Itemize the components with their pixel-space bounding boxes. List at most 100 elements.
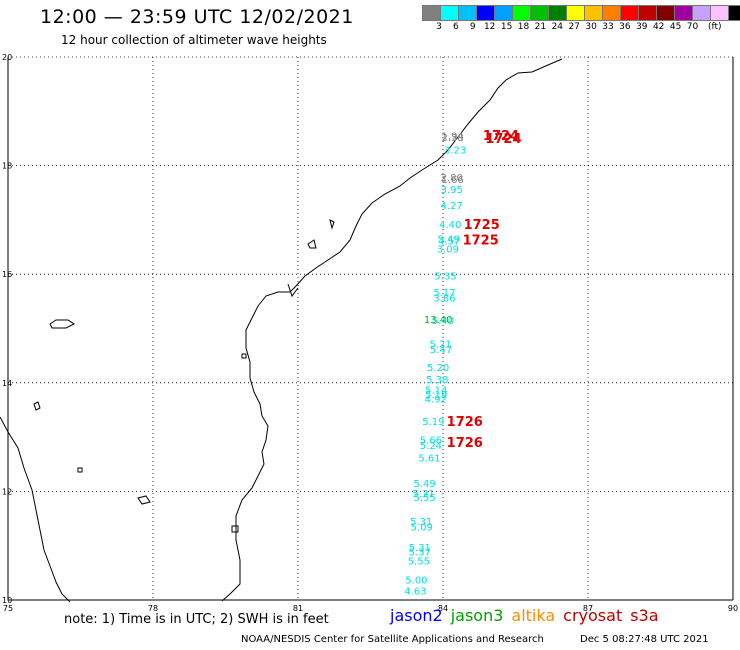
scale-label: 27 bbox=[568, 22, 580, 32]
scale-label: 9 bbox=[469, 22, 476, 32]
scale-label: 15 bbox=[500, 22, 513, 32]
pass-time-label: 1726 bbox=[447, 415, 483, 430]
lon-label: 81 bbox=[293, 604, 303, 613]
scale-label: 24 bbox=[551, 22, 564, 32]
wave-height-label: 4.63 bbox=[404, 587, 426, 598]
wave-height-label: 5.61 bbox=[418, 454, 440, 465]
color-scale-labels: 3 6 9 12 15 18 21 24 27 30 33 36 39 42 45 70 bbox=[422, 22, 740, 36]
wave-height-label: 5.20 bbox=[427, 363, 449, 374]
wave-height-label: 5.49 bbox=[414, 479, 436, 490]
lon-label: 87 bbox=[583, 604, 593, 613]
island-4 bbox=[77, 467, 83, 473]
river-mouth bbox=[287, 283, 299, 298]
wave-height-label: 5.09 bbox=[411, 522, 433, 533]
legend-altika: altika bbox=[511, 606, 556, 625]
wave-height-label: 5.31 bbox=[413, 489, 435, 500]
wave-height-label: 1.66 bbox=[442, 175, 464, 186]
legend-jason3: jason3 bbox=[450, 606, 504, 625]
wave-height-label: 4.27 bbox=[441, 201, 463, 212]
wave-height-label: 5.00 bbox=[405, 576, 427, 587]
wave-height-label: 5.66 bbox=[420, 436, 442, 447]
scale-label: 12 bbox=[483, 22, 496, 32]
wave-height-label: 4.92 bbox=[425, 394, 447, 405]
legend-s3a: s3a bbox=[630, 606, 659, 625]
lat-label: 14 bbox=[2, 379, 12, 388]
wave-height-label: 5.37 bbox=[409, 547, 431, 558]
scale-label: 21 bbox=[534, 22, 547, 32]
map-grid bbox=[7, 56, 734, 601]
chart-title: 12:00 — 23:59 UTC 12/02/2021 bbox=[40, 6, 354, 28]
wave-height-label: 5.21 bbox=[429, 340, 451, 351]
footer-credit: NOAA/NESDIS Center for Satellite Applica… bbox=[241, 634, 544, 645]
scale-label: 39 bbox=[636, 22, 648, 32]
scale-label: 30 bbox=[585, 22, 597, 32]
wave-height-label: 1.94 bbox=[442, 132, 464, 143]
wave-height-label: 5.35 bbox=[434, 272, 456, 283]
wave-height-label: 5.55 bbox=[414, 493, 436, 504]
wave-height-label: 13.40 bbox=[424, 315, 453, 326]
pass-time-label: 1725 bbox=[464, 218, 500, 233]
longitude-labels: 75 78 81 84 87 90 bbox=[3, 604, 738, 613]
island-7 bbox=[241, 353, 247, 359]
wave-height-label: 3.95 bbox=[441, 185, 463, 196]
island-2 bbox=[137, 495, 151, 505]
wave-height-label: 5.19 bbox=[425, 390, 447, 401]
scale-label: 70 bbox=[686, 22, 699, 32]
wave-height-label: 5.55 bbox=[408, 557, 430, 568]
wave-height-label: 5.47 bbox=[430, 345, 452, 356]
map-note: note: 1) Time is in UTC; 2) SWH is in fe… bbox=[64, 612, 329, 627]
lon-label: 84 bbox=[438, 604, 448, 613]
island-8 bbox=[231, 525, 239, 533]
scale-label: 42 bbox=[652, 22, 665, 32]
wave-height-label: 2.80 bbox=[441, 173, 463, 184]
scale-swatch bbox=[728, 5, 740, 21]
pass-time-label: 1724 bbox=[485, 132, 521, 147]
legend-cryosat: cryosat bbox=[563, 606, 623, 625]
wave-height-label: 3.09 bbox=[437, 244, 459, 255]
footer-timestamp: Dec 5 08:27:48 UTC 2021 bbox=[580, 634, 709, 645]
lat-label: 12 bbox=[2, 487, 12, 496]
island-1 bbox=[49, 319, 75, 329]
wave-height-label: 4.40 bbox=[439, 220, 461, 231]
scale-label: 45 bbox=[669, 22, 682, 32]
coastline-mainland bbox=[221, 58, 563, 602]
lat-label: 18 bbox=[2, 162, 12, 171]
wave-height-label: 5.24 bbox=[420, 441, 442, 452]
scale-label: 33 bbox=[602, 22, 614, 32]
lat-label: 20 bbox=[2, 53, 12, 62]
satellite-legend: jason2 jason3 altika cryosat s3a bbox=[390, 606, 659, 625]
lat-label: 16 bbox=[2, 270, 12, 279]
legend-jason2: jason2 bbox=[390, 606, 443, 625]
wave-height-label: 3.23 bbox=[444, 146, 466, 157]
latitude-labels: 20 18 16 14 12 10 bbox=[2, 53, 12, 605]
lon-label: 75 bbox=[3, 604, 13, 613]
wave-height-label: 5.19 bbox=[422, 417, 444, 428]
island-5 bbox=[307, 239, 317, 249]
wave-height-label: 2.38 bbox=[442, 133, 464, 144]
wave-height-label: 5.49 bbox=[438, 235, 460, 246]
lon-label: 90 bbox=[728, 604, 738, 613]
wave-height-label: 5.17 bbox=[433, 288, 455, 299]
scale-label: 3 bbox=[436, 22, 442, 32]
island-6 bbox=[329, 219, 335, 230]
color-scale bbox=[422, 5, 740, 21]
wave-height-label: 5.14 bbox=[425, 386, 447, 397]
pass-time-label: 1726 bbox=[447, 436, 483, 451]
lat-label: 10 bbox=[2, 596, 12, 605]
pass-time-label: 1725 bbox=[463, 233, 499, 248]
coastline-west bbox=[0, 416, 71, 603]
wave-height-label: 3.86 bbox=[433, 293, 455, 304]
coastline bbox=[0, 58, 563, 603]
wave-height-observations: 1.942.383.232.801.663.954.274.405.494.57… bbox=[404, 132, 466, 598]
lon-label: 78 bbox=[148, 604, 158, 613]
scale-label: 18 bbox=[517, 22, 530, 32]
scale-label: 36 bbox=[619, 22, 631, 32]
wave-height-label: 5.31 bbox=[410, 517, 432, 528]
island-3 bbox=[33, 401, 41, 411]
wave-height-label: 5.38 bbox=[426, 375, 448, 386]
wave-height-label: 5.31 bbox=[409, 543, 431, 554]
scale-unit: (ft) bbox=[708, 22, 722, 32]
wave-height-label: 5.40 bbox=[432, 316, 454, 327]
